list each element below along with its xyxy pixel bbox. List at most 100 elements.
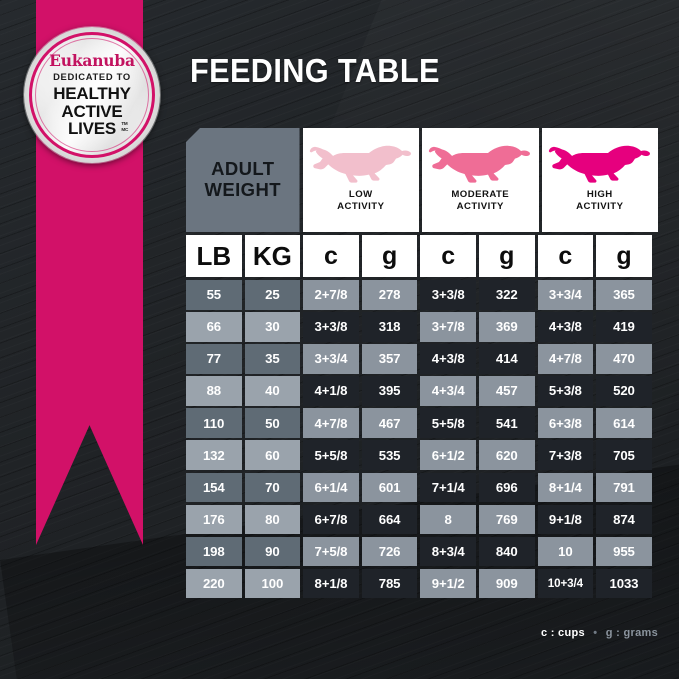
table-row: 220 100 8+1/8 785 9+1/2 909 10+3/4 1033 (186, 568, 658, 599)
footnote-separator-icon: • (593, 627, 598, 639)
adult-weight-header: ADULT WEIGHT (186, 128, 300, 232)
cell-moderate-cups: 8 (420, 504, 476, 535)
cell-high-cups: 7+3/8 (537, 440, 594, 470)
cell-low-cups: 6+7/8 (303, 504, 359, 535)
cell-high-cups: 5+3/8 (537, 376, 594, 406)
cell-weight-kg: 100 (244, 568, 301, 599)
cell-high-grams: 791 (596, 472, 652, 503)
running-dog-icon (548, 137, 652, 185)
cell-high-cups: 9+1/8 (537, 504, 594, 535)
cell-moderate-grams: 696 (478, 472, 535, 503)
cell-high-grams: 874 (596, 504, 652, 535)
high-activity-label: HIGH ACTIVITY (576, 189, 624, 213)
cell-high-cups: 8+1/4 (537, 472, 594, 503)
cell-weight-kg: 80 (244, 504, 301, 535)
footnote-cups: c : cups (540, 627, 585, 639)
badge-content: Eukanuba DEDICATED TO HEALTHY ACTIVE LIV… (24, 53, 160, 138)
low-activity-header: LOW ACTIVITY (302, 128, 420, 232)
cell-low-cups: 5+5/8 (303, 440, 359, 470)
cell-moderate-grams: 322 (478, 280, 535, 310)
cell-weight-kg: 25 (244, 280, 301, 310)
page-title: FEEDING TABLE (190, 52, 440, 89)
moderate-activity-label: MODERATE ACTIVITY (451, 189, 510, 213)
table-row: 132 60 5+5/8 535 6+1/2 620 7+3/8 705 (186, 440, 658, 470)
cell-weight-kg: 35 (244, 344, 301, 374)
cell-high-cups: 10 (537, 536, 594, 567)
unit-header-low-cups: c (303, 235, 359, 277)
cell-high-grams: 614 (596, 408, 652, 438)
footnote: c : cups • g : grams (186, 627, 658, 639)
cell-moderate-grams: 457 (478, 376, 535, 406)
footnote-grams: g : grams (605, 627, 658, 639)
cell-moderate-grams: 369 (478, 312, 535, 342)
eukanuba-badge: Eukanuba DEDICATED TO HEALTHY ACTIVE LIV… (24, 27, 160, 163)
cell-low-cups: 6+1/4 (303, 472, 359, 503)
cell-weight-kg: 60 (244, 440, 301, 470)
cell-high-grams: 419 (596, 312, 652, 342)
cell-weight-kg: 40 (244, 376, 301, 406)
table-row: 55 25 2+7/8 278 3+3/8 322 3+3/4 365 (186, 280, 658, 310)
cell-weight-lb: 110 (186, 408, 242, 438)
cell-moderate-cups: 4+3/4 (420, 376, 476, 406)
cell-high-grams: 365 (596, 280, 652, 310)
cell-weight-lb: 154 (186, 472, 242, 503)
cell-high-cups: 3+3/4 (537, 280, 594, 310)
cell-high-grams: 955 (596, 536, 652, 567)
table-header-units-row: LB KG c g c g c g (186, 235, 658, 277)
cell-weight-lb: 176 (186, 504, 242, 535)
cell-moderate-grams: 769 (478, 504, 535, 535)
unit-header-kg: KG (244, 235, 301, 277)
unit-header-high-grams: g (596, 235, 652, 277)
running-dog-icon (428, 137, 532, 185)
cell-weight-kg: 90 (244, 536, 301, 567)
cell-low-grams: 664 (361, 504, 418, 535)
cell-low-cups: 4+7/8 (303, 408, 359, 438)
cell-high-grams: 520 (596, 376, 652, 406)
cell-low-grams: 278 (361, 280, 418, 310)
unit-header-moderate-grams: g (478, 235, 535, 277)
cell-moderate-grams: 414 (478, 344, 535, 374)
cell-low-grams: 318 (361, 312, 418, 342)
cell-high-cups: 4+7/8 (537, 344, 594, 374)
cell-moderate-grams: 909 (478, 568, 535, 599)
cell-low-cups: 2+7/8 (303, 280, 359, 310)
cell-weight-lb: 198 (186, 536, 242, 567)
table-row: 154 70 6+1/4 601 7+1/4 696 8+1/4 791 (186, 472, 658, 503)
cell-moderate-cups: 7+1/4 (420, 472, 476, 503)
badge-inner-ring (35, 38, 149, 152)
cell-moderate-cups: 6+1/2 (420, 440, 476, 470)
cell-weight-kg: 30 (244, 312, 301, 342)
cell-weight-lb: 66 (186, 312, 242, 342)
table-body: 55 25 2+7/8 278 3+3/8 322 3+3/4 365 66 30 3+3/8 318… (186, 280, 658, 599)
cell-weight-lb: 77 (186, 344, 242, 374)
unit-header-low-grams: g (361, 235, 418, 277)
cell-weight-lb: 88 (186, 376, 242, 406)
badge-active-text: ACTIVE (61, 101, 123, 121)
running-dog-icon (309, 137, 413, 185)
cell-low-grams: 535 (361, 440, 418, 470)
low-activity-label: LOW ACTIVITY (337, 189, 385, 213)
table-row: 66 30 3+3/8 318 3+7/8 369 4+3/8 419 (186, 312, 658, 342)
badge-healthy-text: HEALTHY (53, 84, 131, 104)
cell-high-cups: 10+3/4 (537, 568, 594, 599)
cell-low-grams: 357 (361, 344, 418, 374)
unit-header-high-cups: c (537, 235, 594, 277)
cell-low-grams: 785 (361, 568, 418, 599)
cell-high-grams: 705 (596, 440, 652, 470)
moderate-activity-header: MODERATE ACTIVITY (422, 128, 539, 232)
cell-moderate-cups: 5+5/8 (420, 408, 476, 438)
cell-moderate-cups: 9+1/2 (420, 568, 476, 599)
cell-moderate-cups: 3+7/8 (420, 312, 476, 342)
cell-moderate-grams: 541 (478, 408, 535, 438)
cell-moderate-grams: 840 (478, 536, 535, 567)
cell-moderate-grams: 620 (478, 440, 535, 470)
cell-weight-kg: 50 (244, 408, 301, 438)
table-row: 198 90 7+5/8 726 8+3/4 840 10 955 (186, 536, 658, 567)
cell-high-cups: 6+3/8 (537, 408, 594, 438)
cell-low-grams: 726 (361, 536, 418, 567)
cell-high-grams: 1033 (596, 568, 652, 599)
cell-low-cups: 3+3/8 (303, 312, 359, 342)
badge-lives-wrapper: LIVES TM MC (68, 120, 128, 137)
table-row: 176 80 6+7/8 664 8 769 9+1/8 874 (186, 504, 658, 535)
trademark-icon: TM MC (121, 121, 129, 132)
